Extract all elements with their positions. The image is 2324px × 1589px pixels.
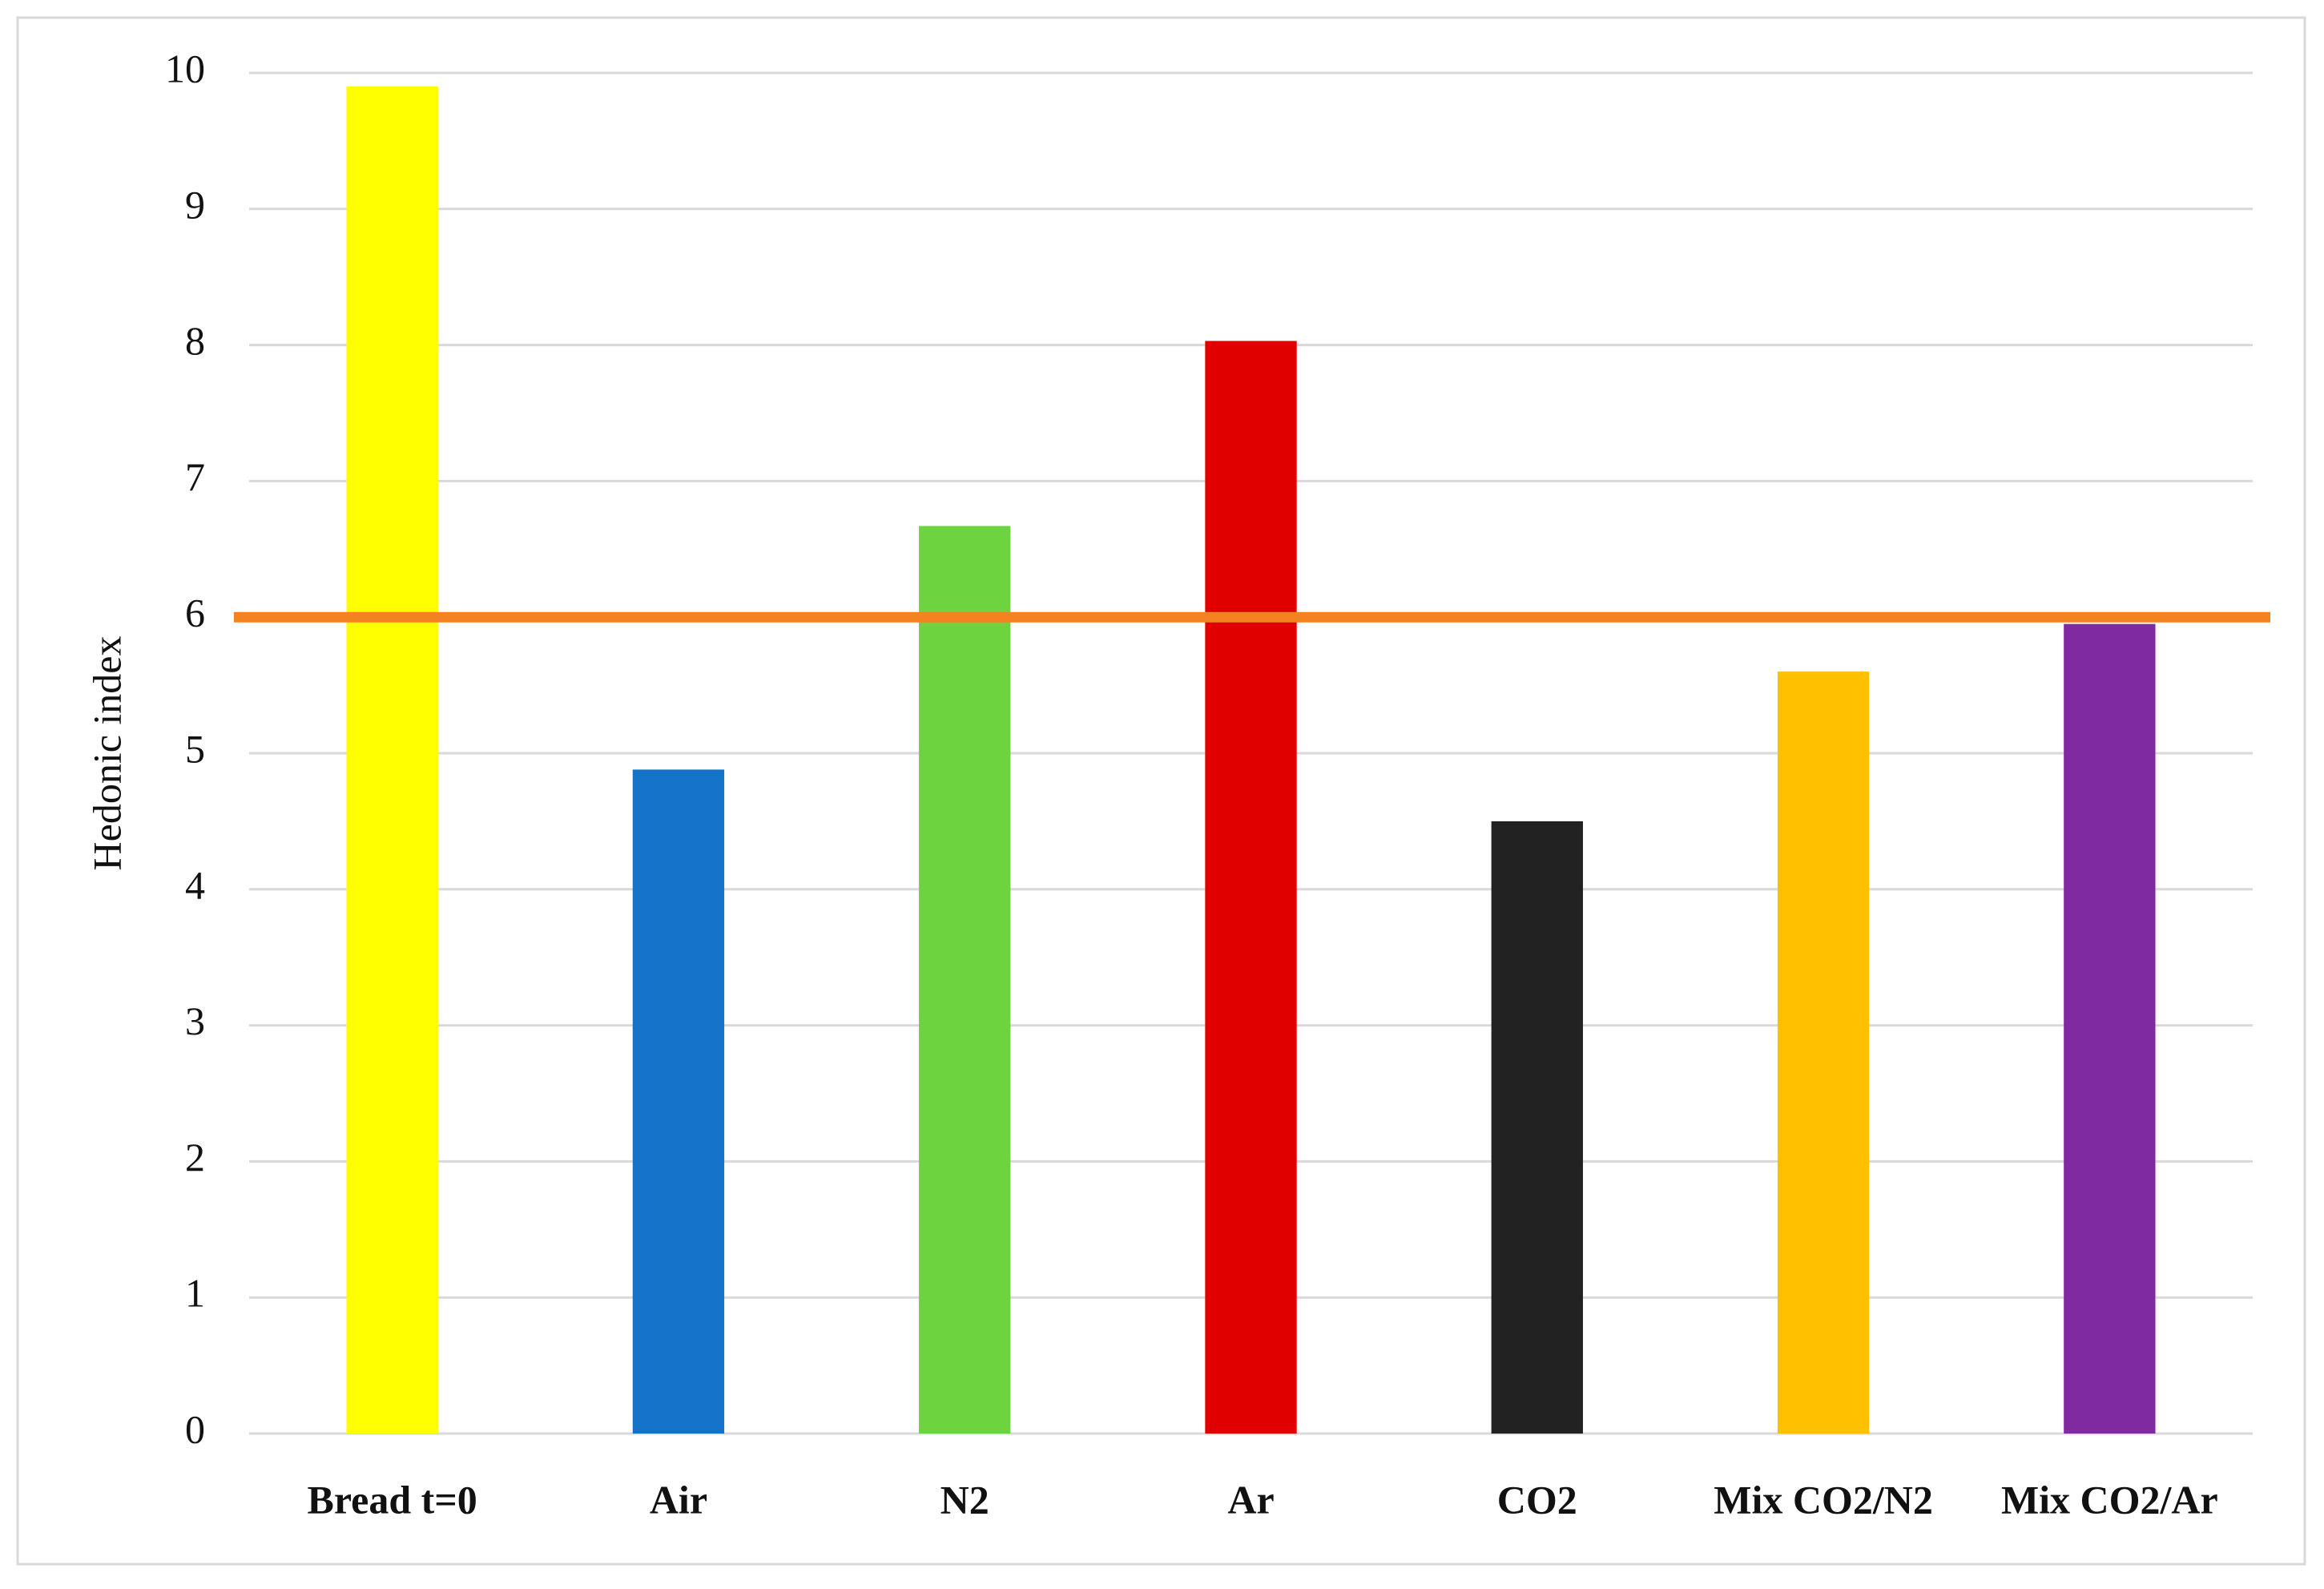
bar [1777, 671, 1870, 1434]
y-tick-label: 10 [165, 46, 205, 91]
y-tick-label: 5 [185, 726, 205, 771]
bar [1205, 341, 1297, 1434]
y-axis-label: Hedonic index [84, 636, 129, 871]
bar [1491, 821, 1583, 1434]
x-tick-label: Mix CO2/Ar [2001, 1477, 2218, 1522]
y-tick-label: 6 [185, 591, 205, 635]
x-tick-label: Air [650, 1477, 707, 1522]
y-tick-label: 1 [185, 1271, 205, 1316]
bar [346, 86, 438, 1434]
y-tick-label: 4 [185, 862, 205, 907]
bar [919, 526, 1011, 1434]
y-tick-label: 3 [185, 998, 205, 1043]
y-tick-label: 8 [185, 318, 205, 363]
x-tick-label: Bread t=0 [308, 1477, 477, 1522]
y-tick-label: 0 [185, 1406, 205, 1451]
y-tick-label: 7 [185, 454, 205, 499]
y-tick-label: 9 [185, 182, 205, 227]
y-tick-label: 2 [185, 1135, 205, 1180]
x-tick-label: CO2 [1497, 1477, 1577, 1522]
x-tick-label: Mix CO2/N2 [1714, 1477, 1933, 1522]
x-tick-label: Ar [1227, 1477, 1274, 1522]
x-tick-label: N2 [940, 1477, 989, 1522]
bar [632, 769, 725, 1434]
bar [2064, 623, 2156, 1434]
